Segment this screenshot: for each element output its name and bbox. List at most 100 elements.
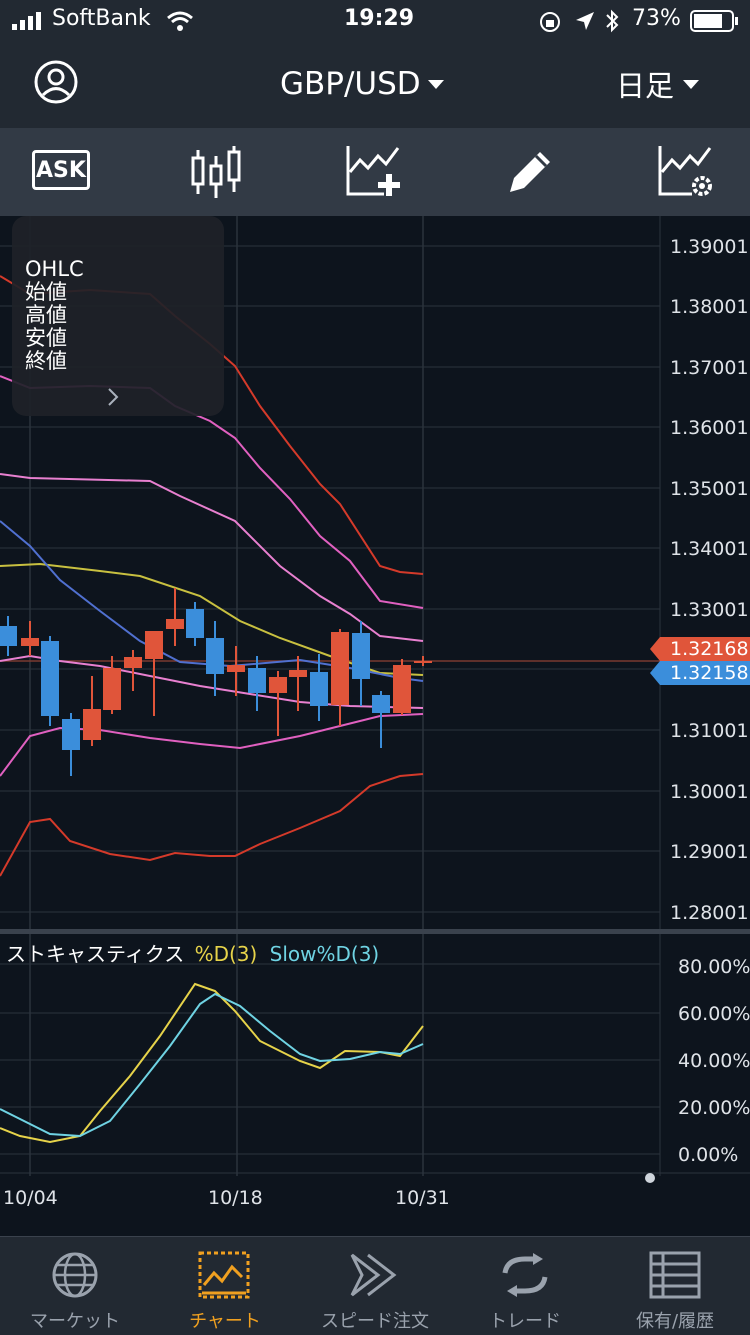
tab-positions-history[interactable]: 保有/履歴: [600, 1237, 750, 1335]
app-header: GBP/USD 日足: [0, 44, 750, 128]
currency-pair-selector[interactable]: GBP/USD: [280, 64, 445, 104]
battery-icon: [690, 10, 738, 32]
ohlc-title: OHLC: [25, 257, 84, 281]
close-label: 終値: [25, 349, 67, 373]
price-axis-label: 1.35001: [670, 478, 749, 500]
stochastic-axis-label: 20.00%: [678, 1097, 750, 1119]
stochastic-label: ストキャスティクス: [6, 942, 185, 966]
low-label: 安値: [25, 326, 67, 350]
globe-icon: [52, 1252, 98, 1298]
signal-icon: [12, 12, 41, 30]
bollinger-lower-2: [0, 713, 424, 777]
price-axis-label: 1.31001: [670, 720, 749, 742]
stochastic-axis-label: 80.00%: [678, 956, 750, 978]
candle-body: [103, 668, 121, 710]
price-axis-label: 1.36001: [670, 417, 749, 439]
bluetooth-icon: [606, 9, 619, 33]
stochastic-series-slow: Slow%D(3): [269, 942, 380, 966]
timeframe-selector[interactable]: 日足: [616, 64, 700, 104]
ask-bid-toggle-button[interactable]: ASK: [32, 150, 90, 190]
caret-down-icon: [427, 80, 444, 89]
account-icon[interactable]: [34, 60, 78, 104]
candle-body: [269, 677, 287, 693]
candle-body: [372, 695, 390, 713]
ask-price-tag: 1.32168: [650, 637, 750, 661]
chart-icon: [198, 1251, 250, 1299]
price-axis-label: 1.33001: [670, 599, 749, 621]
candle-body: [83, 709, 101, 740]
candle-body: [227, 665, 245, 672]
chevron-right-icon[interactable]: [106, 386, 120, 408]
price-axis-label: 1.37001: [670, 357, 749, 379]
location-icon: [576, 12, 594, 30]
candle-body: [62, 719, 80, 750]
candle-body: [41, 641, 59, 716]
rotation-lock-icon: [540, 12, 560, 32]
stochastic-axis-label: 60.00%: [678, 1003, 750, 1025]
speed-arrow-icon: [350, 1253, 397, 1297]
battery-percent: 73%: [632, 6, 681, 31]
stochastic-d-line: [0, 982, 424, 1144]
price-axis-label: 1.39001: [670, 236, 749, 258]
candle-body: [21, 638, 39, 646]
tab-speed-order[interactable]: スピード注文: [300, 1237, 450, 1335]
date-axis-label: 10/31: [395, 1187, 450, 1209]
tab-trade[interactable]: トレード: [450, 1237, 600, 1335]
date-axis-label: 10/04: [3, 1187, 58, 1209]
chart-settings-icon[interactable]: [656, 144, 716, 200]
currency-pair: GBP/USD: [280, 66, 421, 102]
price-axis-label: 1.29001: [670, 841, 749, 863]
open-label: 始値: [25, 280, 67, 304]
list-icon: [649, 1251, 701, 1299]
candle-body: [310, 672, 328, 706]
candle-body: [393, 665, 411, 713]
ohlc-panel[interactable]: OHLC 始値 高値 安値 終値: [12, 216, 224, 416]
caret-down-icon: [683, 80, 700, 89]
stochastic-legend: ストキャスティクス %D(3) Slow%D(3): [6, 938, 379, 967]
status-bar: SoftBank 19:29 73%: [0, 0, 750, 44]
price-axis-label: 1.28001: [670, 902, 749, 924]
bid-price-tag: 1.32158: [650, 661, 750, 685]
candle-body: [166, 619, 184, 629]
tab-label: 保有/履歴: [635, 1311, 715, 1332]
tab-market[interactable]: マーケット: [0, 1237, 150, 1335]
price-axis-label: 1.34001: [670, 538, 749, 560]
ask-price: 1.32168: [670, 638, 749, 660]
clock: 19:29: [344, 6, 415, 31]
tab-label: トレード: [489, 1311, 561, 1332]
bid-price: 1.32158: [670, 662, 749, 684]
date-axis-label: 10/18: [208, 1187, 263, 1209]
candle-body: [206, 638, 224, 674]
tab-label: マーケット: [30, 1311, 120, 1332]
candle-body: [145, 631, 163, 659]
tab-chart[interactable]: チャート: [150, 1237, 300, 1335]
candle-body: [248, 668, 266, 693]
high-label: 高値: [25, 303, 67, 327]
candle-body: [352, 633, 370, 679]
candle-body: [186, 609, 204, 638]
carrier-name: SoftBank: [52, 6, 151, 31]
candlestick-type-icon[interactable]: [190, 144, 242, 200]
add-indicator-icon[interactable]: [344, 144, 404, 200]
stochastic-slow-d-line: [0, 992, 424, 1138]
bollinger-upper-1: [0, 473, 424, 642]
wifi-icon: [167, 11, 193, 31]
stochastic-series-d: %D(3): [194, 942, 258, 966]
price-axis-label: 1.38001: [670, 296, 749, 318]
candle-body: [0, 626, 17, 646]
refresh-arrows-icon: [502, 1253, 548, 1297]
ask-label: ASK: [36, 157, 86, 183]
bollinger-lower-3: [0, 773, 424, 877]
stochastic-axis-label: 0.00%: [678, 1144, 739, 1166]
stochastic-axis-label: 40.00%: [678, 1050, 750, 1072]
pencil-icon[interactable]: [506, 148, 554, 196]
tab-label: スピード注文: [321, 1311, 429, 1332]
price-axis-label: 1.30001: [670, 781, 749, 803]
timeframe: 日足: [616, 69, 675, 103]
candle-body: [124, 657, 142, 668]
candle-body: [414, 661, 432, 663]
tab-bar: マーケット チャート スピード注文 トレード: [0, 1236, 750, 1335]
tab-label: チャート: [189, 1311, 261, 1332]
page-indicator-dot: [645, 1173, 655, 1183]
panel-separator: [0, 929, 750, 934]
